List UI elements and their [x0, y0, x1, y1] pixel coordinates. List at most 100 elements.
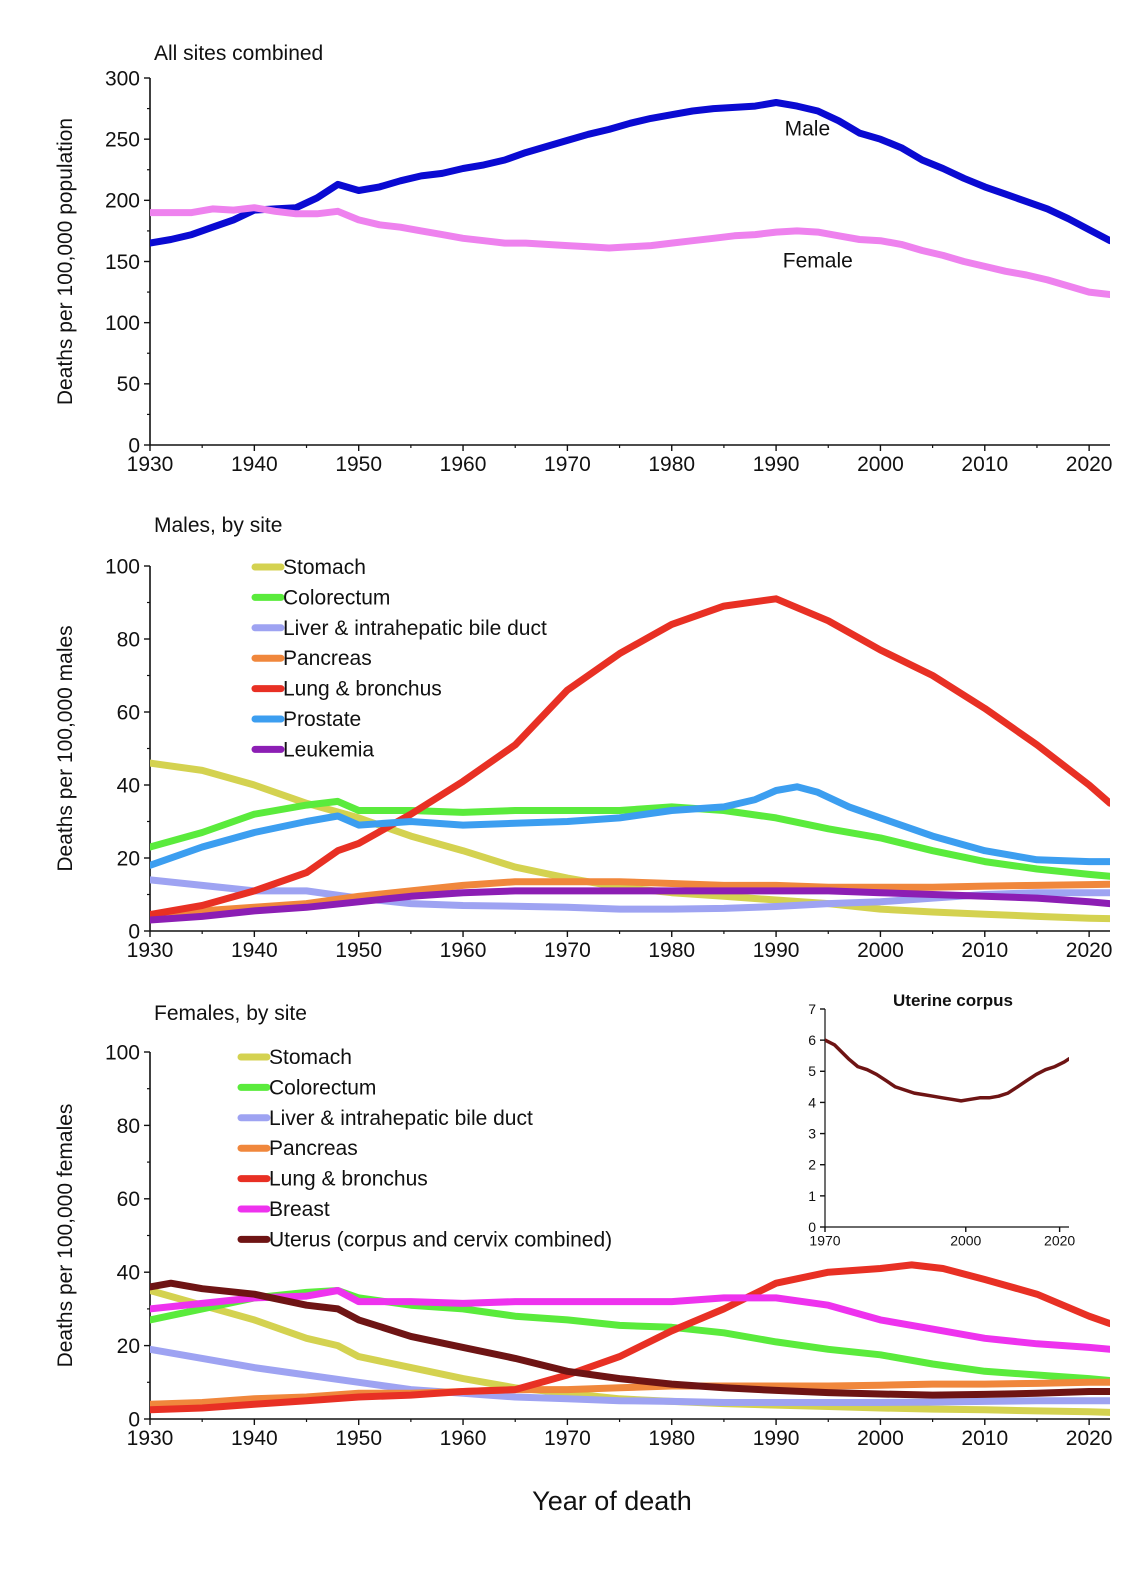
y-tick-label: 150 [105, 251, 140, 274]
x-tick-label: 2010 [961, 1427, 1008, 1450]
series-line-lung-bronchus [150, 595, 1110, 919]
y-tick-label: 20 [117, 1335, 140, 1358]
y-tick-label: 100 [105, 312, 140, 335]
series-line-uterus-corpus-and-cervix-combined- [150, 1279, 1110, 1399]
chart-all-sites: All sites combined Deaths per 100,000 pop… [54, 42, 1112, 476]
legend-label: Stomach [283, 556, 366, 579]
x-tick-label: 2020 [1066, 453, 1113, 476]
series-annotation: Male [785, 117, 831, 140]
y-tick-label: 100 [105, 1041, 140, 1064]
x-tick-label: 2010 [961, 939, 1008, 962]
x-tick-label: 2020 [1044, 1232, 1075, 1248]
x-tick-label: 1970 [809, 1232, 840, 1248]
chart-title: Females, by site [154, 1002, 307, 1025]
series-line-liver-intrahepatic-bile-duct [150, 1345, 1110, 1406]
y-tick-label: 3 [808, 1125, 816, 1141]
x-tick-label: 2000 [857, 1427, 904, 1450]
x-tick-label: 2000 [857, 939, 904, 962]
x-tick-label: 1950 [335, 939, 382, 962]
y-tick-label: 50 [117, 373, 140, 396]
legend-label: Liver & intrahepatic bile duct [269, 1107, 533, 1130]
y-tick-label: 100 [105, 555, 140, 578]
series-line-lung-bronchus [150, 1261, 1110, 1414]
y-tick-label: 80 [117, 628, 140, 651]
y-tick-label: 20 [117, 847, 140, 870]
y-tick-label: 300 [105, 67, 140, 90]
y-tick-label: 250 [105, 129, 140, 152]
y-tick-label: 0 [128, 434, 140, 457]
y-axis-label: Deaths per 100,000 population [54, 118, 77, 405]
y-tick-label: 4 [808, 1094, 816, 1110]
series-line-male [150, 99, 1110, 247]
chart-title: All sites combined [154, 42, 323, 65]
chart-males: Males, by site Deaths per 100,000 males 0 2… [54, 514, 1112, 962]
x-tick-label: 1960 [440, 453, 487, 476]
legend-label: Leukemia [283, 738, 374, 761]
x-tick-label: 1970 [544, 939, 591, 962]
legend-label: Breast [269, 1198, 330, 1221]
chart-title: Uterine corpus [893, 991, 1013, 1010]
legend-label: Lung & bronchus [269, 1168, 428, 1191]
x-tick-label: 1940 [231, 453, 278, 476]
x-tick-label: 2020 [1066, 1427, 1113, 1450]
y-tick-label: 60 [117, 1188, 140, 1211]
chart-females: Females, by site Deaths per 100,000 femal… [54, 1002, 1112, 1450]
series-line-colorectum [150, 797, 1110, 880]
y-axis-label: Deaths per 100,000 females [54, 1104, 77, 1368]
x-tick-label: 2010 [961, 453, 1008, 476]
x-tick-label: 1960 [440, 939, 487, 962]
x-tick-label: 1930 [127, 453, 174, 476]
series-line-pancreas [150, 1378, 1110, 1408]
x-tick-label: 1990 [753, 1427, 800, 1450]
y-tick-label: 6 [808, 1032, 816, 1048]
legend-label: Pancreas [269, 1137, 358, 1160]
x-tick-label: 1980 [648, 1427, 695, 1450]
series-annotation: Female [783, 250, 853, 273]
y-tick-label: 200 [105, 190, 140, 213]
x-tick-label: 1990 [753, 939, 800, 962]
x-tick-label: 1950 [335, 453, 382, 476]
legend-label: Liver & intrahepatic bile duct [283, 617, 547, 640]
y-tick-label: 0 [128, 1408, 140, 1431]
y-tick-label: 0 [808, 1219, 816, 1235]
legend-label: Lung & bronchus [283, 678, 442, 701]
legend-label: Stomach [269, 1046, 352, 1069]
y-tick-label: 5 [808, 1063, 816, 1079]
series-line-breast [150, 1287, 1110, 1353]
figure-x-axis-label: Year of death [532, 1486, 692, 1516]
x-tick-label: 1970 [544, 453, 591, 476]
legend-label: Pancreas [283, 647, 372, 670]
y-tick-label: 80 [117, 1115, 140, 1138]
chart-inset: Uterine corpus 0 1 2 3 4 5 6 7 1970 2000 2020 [808, 991, 1075, 1248]
legend-label: Colorectum [283, 586, 390, 609]
y-tick-label: 1 [808, 1188, 816, 1204]
x-tick-label: 1950 [335, 1427, 382, 1450]
legend-label: Uterus (corpus and cervix combined) [269, 1228, 612, 1251]
x-tick-label: 1940 [231, 1427, 278, 1450]
x-tick-label: 2000 [950, 1232, 981, 1248]
x-tick-label: 2020 [1066, 939, 1113, 962]
y-axis-label: Deaths per 100,000 males [54, 625, 77, 871]
series-line-pancreas [150, 878, 1110, 919]
legend-label: Colorectum [269, 1076, 376, 1099]
y-tick-label: 0 [128, 920, 140, 943]
chart-title: Males, by site [154, 514, 282, 537]
legend-label: Prostate [283, 708, 361, 731]
legend: Stomach Colorectum Liver & intrahepatic bi… [251, 556, 547, 761]
x-tick-label: 2000 [857, 453, 904, 476]
x-tick-label: 1930 [127, 939, 174, 962]
x-tick-label: 1980 [648, 939, 695, 962]
series-line-uterine-corpus [825, 1038, 1069, 1103]
series-line-prostate [150, 783, 1110, 869]
y-tick-label: 2 [808, 1157, 816, 1173]
y-tick-label: 60 [117, 701, 140, 724]
x-tick-label: 1970 [544, 1427, 591, 1450]
series-line-leukemia [150, 887, 1110, 924]
series-line-female [150, 204, 1110, 298]
legend: Stomach Colorectum Liver & intrahepatic bi… [237, 1046, 612, 1251]
x-tick-label: 1960 [440, 1427, 487, 1450]
x-tick-label: 1980 [648, 453, 695, 476]
y-tick-label: 7 [808, 1001, 816, 1017]
x-tick-label: 1990 [753, 453, 800, 476]
